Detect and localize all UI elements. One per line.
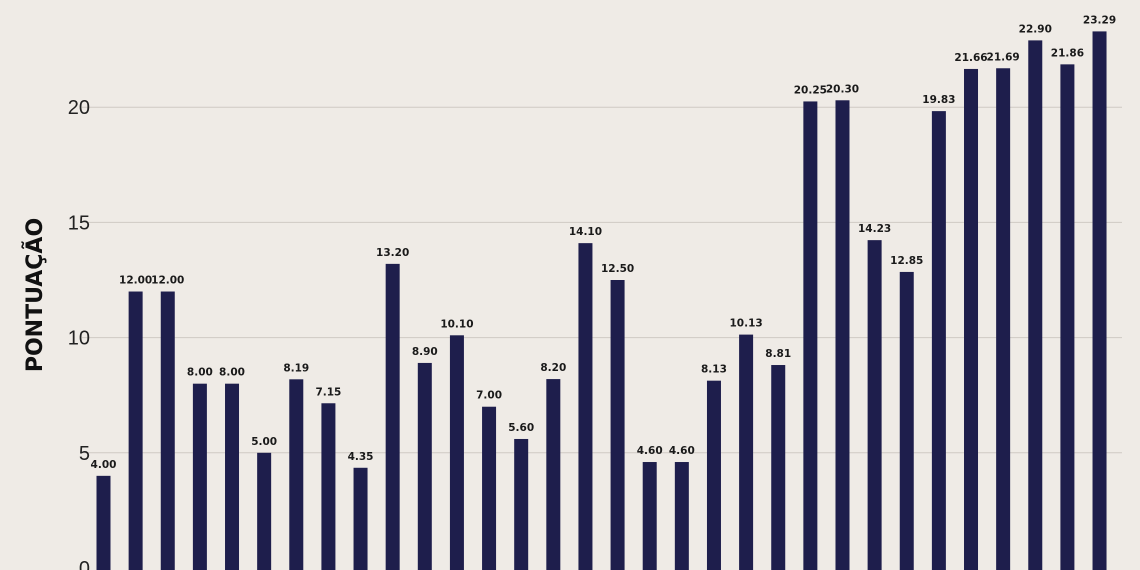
data-label: 4.35 <box>348 451 374 463</box>
bar <box>482 406 497 570</box>
gridlines <box>82 106 1122 454</box>
y-tick-label: 10 <box>68 328 90 350</box>
data-label: 21.86 <box>1051 47 1084 59</box>
bar <box>674 462 689 570</box>
y-tick-label: 20 <box>68 97 90 119</box>
bar <box>192 383 207 570</box>
bar <box>931 111 946 570</box>
bar <box>321 403 336 570</box>
bar <box>225 383 240 570</box>
data-label: 8.00 <box>187 367 213 379</box>
data-label: 10.13 <box>729 318 762 330</box>
data-label: 4.00 <box>91 459 117 471</box>
y-axis-ticks: 0 5 10 15 20 25 <box>68 0 90 570</box>
bar <box>1060 64 1075 570</box>
data-label: 20.25 <box>794 84 827 96</box>
data-label: 8.19 <box>283 362 309 374</box>
data-label: 12.50 <box>601 263 634 275</box>
data-label: 23.29 <box>1083 14 1116 26</box>
data-label: 21.66 <box>954 52 987 64</box>
bar <box>128 291 143 570</box>
bar <box>257 452 272 570</box>
bar <box>514 438 529 570</box>
bar <box>867 240 882 570</box>
bar <box>449 335 464 570</box>
data-label: 14.23 <box>858 223 891 235</box>
bar <box>289 379 304 570</box>
bar <box>546 379 561 570</box>
data-label: 14.10 <box>569 226 602 238</box>
y-tick-label: 25 <box>68 0 90 4</box>
data-label: 8.20 <box>540 362 566 374</box>
bar <box>1028 40 1043 570</box>
bar <box>417 362 432 570</box>
bar <box>706 380 721 570</box>
data-label: 21.69 <box>987 51 1020 63</box>
bar <box>771 365 786 570</box>
y-axis-label: PONTUAÇÃO <box>22 218 48 372</box>
data-label: 13.20 <box>376 247 409 259</box>
bar <box>1092 31 1107 570</box>
data-label: 20.30 <box>826 83 859 95</box>
bars <box>96 31 1107 570</box>
data-label: 19.83 <box>922 94 955 106</box>
bar <box>899 271 914 570</box>
bar <box>385 263 400 570</box>
bar <box>96 475 111 570</box>
data-label: 4.60 <box>669 445 695 457</box>
bar <box>578 243 593 570</box>
y-tick-label: 0 <box>79 558 90 570</box>
data-label: 12.00 <box>119 275 152 287</box>
data-label: 5.00 <box>251 436 277 448</box>
bar <box>964 68 979 570</box>
data-label: 8.90 <box>412 346 438 358</box>
data-label: 8.00 <box>219 367 245 379</box>
bar <box>739 334 754 570</box>
bar <box>610 280 625 570</box>
y-tick-label: 5 <box>79 443 90 465</box>
data-label: 7.00 <box>476 390 502 402</box>
y-tick-label: 15 <box>68 212 90 234</box>
data-label: 8.13 <box>701 364 727 376</box>
data-label: 12.85 <box>890 255 923 267</box>
bar <box>835 100 850 570</box>
data-label: 4.60 <box>637 445 663 457</box>
bar <box>803 101 818 570</box>
data-label: 22.90 <box>1019 23 1052 35</box>
data-label: 8.81 <box>765 348 791 360</box>
bar <box>642 462 657 570</box>
bar <box>160 291 175 570</box>
bar <box>996 68 1011 570</box>
data-label: 10.10 <box>440 318 473 330</box>
bar <box>353 467 368 570</box>
data-label: 5.60 <box>508 422 534 434</box>
data-label: 7.15 <box>315 386 341 398</box>
data-label: 12.00 <box>151 275 184 287</box>
